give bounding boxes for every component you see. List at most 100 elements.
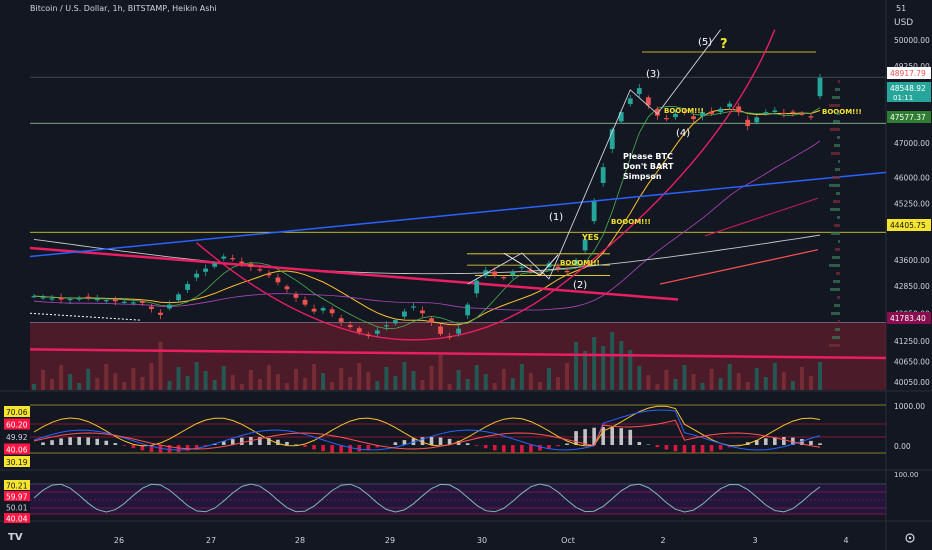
volume-bar <box>556 377 560 390</box>
note-line-2: Don't BART <box>623 162 674 171</box>
osc1-histogram-bar <box>95 438 100 445</box>
osc1-histogram-bar <box>402 440 407 445</box>
osc2-badge: 40.04 <box>6 515 28 524</box>
osc1-histogram-bar <box>194 445 199 449</box>
volume-bar <box>610 332 615 390</box>
volume-bar <box>384 367 389 390</box>
time-tick-label: 3 <box>752 536 757 545</box>
volume-bar <box>357 363 362 390</box>
volume-bar <box>637 366 642 390</box>
volume-bar <box>185 376 190 390</box>
volume-profile-bar <box>835 248 840 251</box>
candle-body <box>492 271 498 276</box>
osc1-histogram-bar <box>809 440 813 445</box>
wave-2-label: (2) <box>573 280 587 291</box>
candle-body <box>67 298 73 301</box>
candle-body <box>754 117 760 123</box>
candle-body <box>158 312 163 315</box>
osc1-histogram-bar <box>492 445 497 451</box>
osc1-badge-bg <box>4 431 30 442</box>
wave-1-label: (1) <box>549 212 563 223</box>
volume-bar <box>492 383 497 390</box>
osc1-histogram-bar <box>818 443 822 445</box>
osc1-histogram-bar <box>800 438 804 445</box>
osc1-histogram-bar <box>673 445 678 452</box>
osc1-histogram-bar <box>140 445 145 451</box>
osc1-histogram-bar <box>709 445 714 452</box>
osc2-band <box>30 484 886 514</box>
volume-bar <box>429 366 434 390</box>
volume-profile-bar <box>832 256 840 259</box>
ma-white <box>33 234 821 275</box>
corner-tag: 51 <box>896 4 907 13</box>
volume-bar <box>339 368 344 390</box>
osc1-histogram-bar <box>601 427 605 445</box>
candle-body <box>727 103 733 107</box>
osc1-histogram-bar <box>763 438 768 445</box>
volume-profile-bar <box>829 344 840 347</box>
volume-bar <box>284 383 289 390</box>
volume-bar <box>194 362 199 390</box>
settings-gear-icon[interactable] <box>905 533 915 543</box>
osc1-histogram-bar <box>203 445 208 447</box>
candle-body <box>465 304 471 316</box>
volume-profile-bar <box>834 304 840 307</box>
volume-profile-bar <box>830 288 840 291</box>
volume-bar <box>483 374 488 390</box>
volume-bar <box>736 373 741 390</box>
symbol-title: Bitcoin / U.S. Dollar, 1h, BITSTAMP, Hei… <box>30 4 217 13</box>
volume-bar <box>294 369 298 390</box>
volume-bar <box>348 377 353 390</box>
volume-bar <box>583 351 588 390</box>
volume-bar <box>41 370 46 390</box>
volume-profile-bar <box>835 328 840 331</box>
osc1-badge-bg <box>4 456 30 467</box>
candle-body <box>700 112 705 117</box>
gear-ring <box>905 533 915 543</box>
volume-bar <box>772 363 777 390</box>
note-line-1: Please BTC <box>623 152 673 161</box>
candle-body <box>591 201 597 222</box>
candle-body <box>284 286 290 290</box>
volume-bar <box>691 374 696 390</box>
wave-x-marker <box>503 252 559 277</box>
osc1-histogram-bar <box>628 429 633 445</box>
volume-profile-bar <box>831 152 840 155</box>
osc1-histogram-bar <box>655 445 660 448</box>
volume-bar <box>709 369 714 390</box>
candle-body <box>149 306 154 309</box>
volume-profile-bar <box>830 208 840 211</box>
ma-red-rise <box>659 249 819 285</box>
osc1-histogram-bar <box>592 427 596 445</box>
price-tick: 43600.00 <box>894 256 930 265</box>
time-tick-label: 4 <box>843 536 848 545</box>
boom-label: BOOOM!!! <box>664 107 704 115</box>
osc1-axis-tick: 0.00 <box>894 442 911 451</box>
candle-body <box>817 77 823 97</box>
volume-profile-bar <box>834 144 840 147</box>
current-price-label: 48917.79 <box>890 69 926 78</box>
time-tick-label: 29 <box>385 536 395 545</box>
candle-body <box>392 320 398 324</box>
osc1-badge-bg <box>4 418 30 430</box>
volume-bar <box>149 363 154 390</box>
osc1-histogram-bar <box>86 437 91 445</box>
boom-label: BOOOM!!! <box>822 108 862 116</box>
volume-profile-bar <box>837 216 840 219</box>
osc2-badge-bg <box>4 513 30 523</box>
boom-label: BOOOM!!! <box>560 259 600 267</box>
volume-bar <box>158 342 163 390</box>
gear-center <box>908 536 912 540</box>
volume-bar <box>366 372 371 390</box>
candle-body <box>429 318 434 322</box>
volume-bar <box>50 379 55 390</box>
volume-bar <box>727 364 732 390</box>
secondary-price-label: 48548.92 <box>890 84 926 93</box>
volume-bar <box>122 382 127 390</box>
osc1-histogram-bar <box>176 445 181 453</box>
volume-profile-bar <box>829 184 840 187</box>
osc2-line <box>33 483 821 513</box>
secondary-price-bg <box>887 82 931 102</box>
